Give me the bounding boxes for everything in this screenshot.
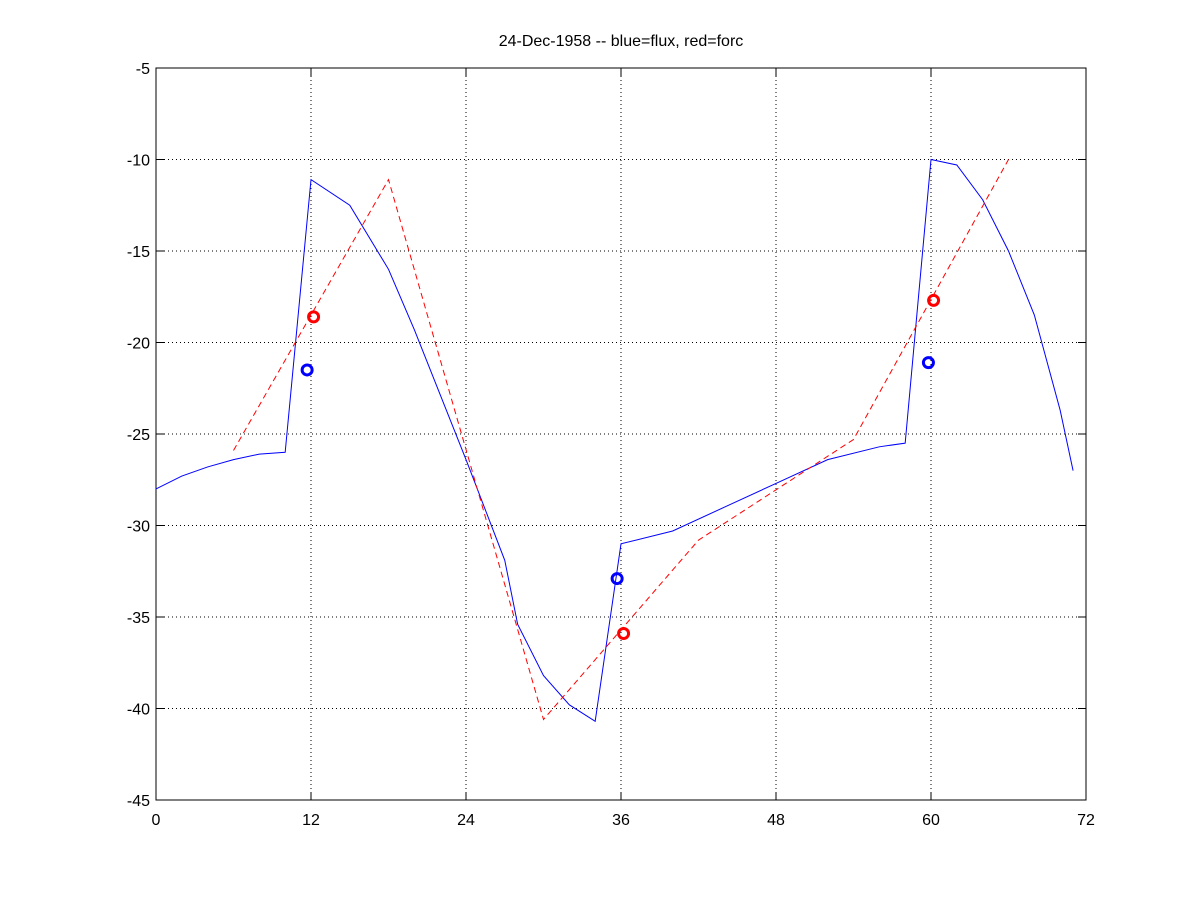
y-tick-label: -15 (127, 244, 150, 261)
y-tick-label: -5 (136, 61, 150, 78)
y-tick-label: -45 (127, 793, 150, 810)
y-tick-label: -20 (127, 336, 150, 353)
y-tick-label: -25 (127, 427, 150, 444)
x-tick-label: 48 (767, 812, 785, 829)
x-tick-label: 72 (1077, 812, 1095, 829)
data-point (610, 572, 624, 586)
y-tick-label: -35 (127, 610, 150, 627)
x-tick-label: 12 (302, 812, 320, 829)
data-point (617, 626, 631, 640)
y-tick-label: -10 (127, 153, 150, 170)
data-point (927, 293, 941, 307)
x-tick-label: 24 (457, 812, 475, 829)
y-tick-label: -40 (127, 702, 150, 719)
data-point (921, 356, 935, 370)
x-tick-label: 0 (152, 812, 161, 829)
data-point (307, 310, 321, 324)
x-tick-label: 60 (922, 812, 940, 829)
data-line (155, 158, 1074, 723)
y-tick-label: -30 (127, 519, 150, 536)
plot-frame (155, 67, 1087, 801)
data-point (300, 363, 314, 377)
x-tick-label: 36 (612, 812, 630, 829)
chart-title: 24-Dec-1958 -- blue=flux, red=forc (499, 33, 744, 50)
